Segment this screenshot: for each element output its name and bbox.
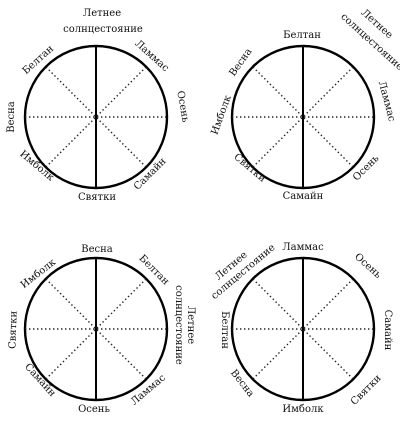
wheel-4-label-spring: Весна: [228, 368, 256, 400]
wheel-4-label-beltane: Белтан: [219, 311, 230, 349]
wheel-4-label-lammas: Ламмас: [282, 242, 324, 253]
wheel-3-label-summer-2: солнцестояние: [173, 285, 184, 365]
wheel-1-label-summer-1: Летнее: [83, 8, 121, 19]
wheel-2: Белтан Летнее солнцестояние Ламмас Осень…: [209, 7, 400, 202]
wheel-2-label-samhain: Самайн: [283, 191, 324, 202]
wheel-2-label-beltane: Белтан: [283, 30, 321, 41]
wheel-1: Летнее солнцестояние Ламмас Осень Самайн…: [6, 8, 191, 203]
wheel-4-label-autumn: Осень: [352, 251, 383, 281]
wheel-2-label-spring: Весна: [227, 46, 254, 78]
wheel-1-label-yule: Святки: [78, 192, 116, 203]
wheel-1-label-imbolc: Имболк: [17, 149, 56, 184]
wheel-2-label-imbolc: Имболк: [209, 93, 234, 136]
wheel-3-label-beltane: Белтан: [137, 253, 172, 288]
wheel-1-label-autumn: Осень: [174, 90, 190, 124]
wheel-4-label-samhain: Самайн: [382, 310, 393, 351]
wheel-4: Ламмас Осень Самайн Святки Имболк Весна …: [209, 242, 393, 415]
wheel-3-label-spring: Весна: [81, 244, 113, 255]
wheel-1-label-spring: Весна: [6, 101, 17, 133]
wheel-3: Весна Белтан Летнее солнцестояние Ламмас…: [7, 244, 196, 415]
wheel-2-label-lammas: Ламмас: [376, 80, 397, 123]
wheel-3-label-summer-1: Летнее: [185, 306, 196, 344]
wheel-4-label-imbolc: Имболк: [282, 404, 324, 415]
wheel-2-label-autumn: Осень: [351, 153, 382, 184]
wheel-3-label-yule: Святки: [7, 310, 19, 349]
wheel-2-label-yule: Святки: [231, 152, 267, 185]
wheel-1-label-summer-2: солнцестояние: [63, 24, 143, 35]
wheel-3-label-autumn: Осень: [78, 404, 110, 415]
wheel-1-label-lammas: Ламмас: [133, 38, 171, 74]
wheel-3-label-samhain: Самайн: [22, 362, 58, 400]
wheel-1-label-beltane: Белтан: [21, 43, 57, 77]
